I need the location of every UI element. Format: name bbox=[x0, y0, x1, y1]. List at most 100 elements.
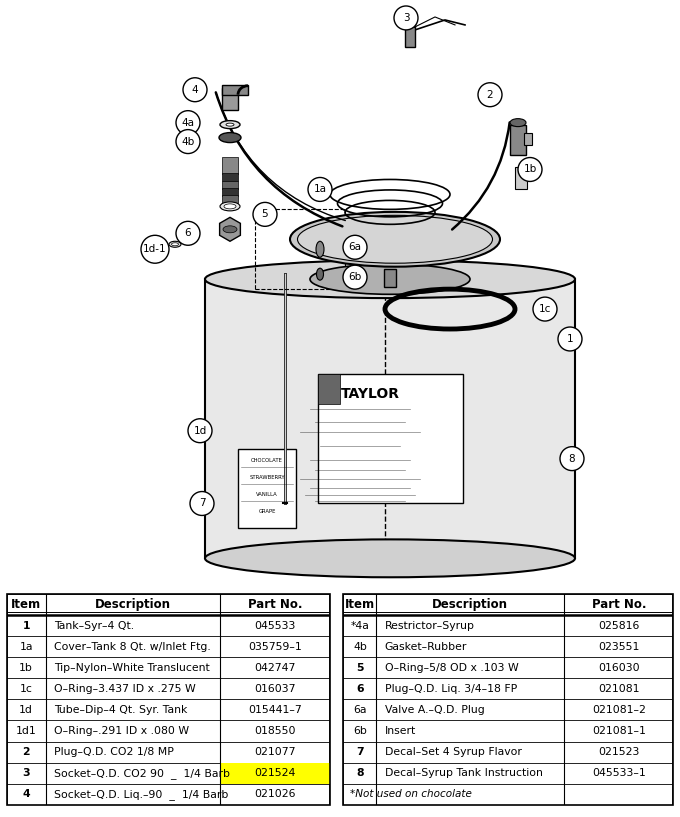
Bar bbox=[222, 173, 238, 181]
Text: Plug–Q.D. Liq. 3/4–18 FP: Plug–Q.D. Liq. 3/4–18 FP bbox=[385, 684, 517, 694]
Text: Insert: Insert bbox=[385, 726, 416, 736]
Text: 045533: 045533 bbox=[254, 621, 296, 631]
Text: Tube–Dip–4 Qt. Syr. Tank: Tube–Dip–4 Qt. Syr. Tank bbox=[54, 705, 187, 715]
Bar bbox=[405, 21, 415, 27]
Text: 016030: 016030 bbox=[598, 663, 640, 672]
Text: 1a: 1a bbox=[20, 641, 33, 652]
Text: STRAWBERRY: STRAWBERRY bbox=[249, 475, 285, 480]
Text: Item: Item bbox=[345, 598, 375, 611]
Text: 1b: 1b bbox=[524, 164, 537, 175]
Text: 8: 8 bbox=[356, 768, 364, 778]
Ellipse shape bbox=[171, 243, 178, 246]
Ellipse shape bbox=[325, 267, 455, 292]
Circle shape bbox=[188, 419, 212, 443]
Text: 035759–1: 035759–1 bbox=[248, 641, 302, 652]
Circle shape bbox=[183, 78, 207, 101]
Circle shape bbox=[560, 447, 584, 471]
Text: 1d-1: 1d-1 bbox=[143, 244, 167, 254]
Text: 7: 7 bbox=[199, 498, 205, 508]
Text: 4: 4 bbox=[22, 789, 30, 799]
Text: 021081: 021081 bbox=[598, 684, 639, 694]
Text: O–Ring–3.437 ID x .275 W: O–Ring–3.437 ID x .275 W bbox=[54, 684, 195, 694]
Text: VANILLA: VANILLA bbox=[256, 492, 278, 497]
Text: Part No.: Part No. bbox=[248, 598, 302, 611]
Text: 5: 5 bbox=[262, 209, 269, 219]
Bar bbox=[405, 23, 415, 47]
Text: 6a: 6a bbox=[348, 243, 362, 252]
Text: 015441–7: 015441–7 bbox=[248, 705, 302, 715]
Text: 6a: 6a bbox=[353, 705, 367, 715]
Ellipse shape bbox=[220, 202, 240, 211]
Circle shape bbox=[176, 221, 200, 245]
Ellipse shape bbox=[219, 132, 241, 143]
Circle shape bbox=[478, 83, 502, 107]
Text: Item: Item bbox=[11, 598, 41, 611]
Ellipse shape bbox=[169, 241, 181, 248]
Text: Part No.: Part No. bbox=[592, 598, 646, 611]
Circle shape bbox=[343, 235, 367, 259]
Text: Valve A.–Q.D. Plug: Valve A.–Q.D. Plug bbox=[385, 705, 484, 715]
Circle shape bbox=[253, 203, 277, 226]
Circle shape bbox=[558, 327, 582, 351]
Text: 4b: 4b bbox=[353, 641, 367, 652]
Bar bbox=[222, 157, 238, 175]
Text: 2: 2 bbox=[22, 747, 30, 757]
Bar bbox=[318, 374, 463, 503]
Text: Description: Description bbox=[95, 598, 171, 611]
Circle shape bbox=[518, 158, 542, 181]
Text: 021523: 021523 bbox=[598, 747, 639, 757]
Bar bbox=[524, 132, 532, 145]
Bar bbox=[222, 87, 238, 109]
Text: CHOCOLATE: CHOCOLATE bbox=[251, 458, 283, 463]
Text: Decal–Set 4 Syrup Flavor: Decal–Set 4 Syrup Flavor bbox=[385, 747, 522, 757]
Ellipse shape bbox=[220, 121, 240, 128]
Text: 045533–1: 045533–1 bbox=[592, 768, 645, 778]
Text: 7: 7 bbox=[356, 747, 364, 757]
Text: 025816: 025816 bbox=[598, 621, 639, 631]
Circle shape bbox=[394, 6, 418, 30]
Bar bbox=[510, 125, 526, 154]
Polygon shape bbox=[220, 217, 241, 241]
Bar bbox=[222, 189, 238, 196]
Text: 8: 8 bbox=[568, 453, 575, 463]
Text: 6b: 6b bbox=[353, 726, 367, 736]
Bar bbox=[238, 449, 296, 529]
Text: 4: 4 bbox=[192, 85, 199, 95]
Text: 4b: 4b bbox=[182, 136, 194, 146]
Text: 6: 6 bbox=[356, 684, 364, 694]
FancyBboxPatch shape bbox=[205, 279, 575, 558]
Text: 1d: 1d bbox=[193, 426, 207, 435]
Text: 3: 3 bbox=[22, 768, 30, 778]
Text: Socket–Q.D. CO2 90  _  1/4 Barb: Socket–Q.D. CO2 90 _ 1/4 Barb bbox=[54, 768, 230, 779]
Ellipse shape bbox=[205, 539, 575, 578]
Text: 1d: 1d bbox=[19, 705, 33, 715]
Text: 1c: 1c bbox=[20, 684, 33, 694]
Circle shape bbox=[533, 297, 557, 321]
Text: 016037: 016037 bbox=[254, 684, 296, 694]
Circle shape bbox=[308, 177, 332, 202]
Text: TAYLOR: TAYLOR bbox=[341, 386, 400, 401]
Text: Tip–Nylon–White Translucent: Tip–Nylon–White Translucent bbox=[54, 663, 209, 672]
Ellipse shape bbox=[290, 212, 500, 266]
Ellipse shape bbox=[310, 264, 470, 294]
Text: *Not used on chocolate: *Not used on chocolate bbox=[350, 789, 472, 799]
Ellipse shape bbox=[316, 241, 324, 257]
Bar bbox=[222, 195, 238, 203]
Text: 1: 1 bbox=[566, 334, 573, 344]
Text: 1a: 1a bbox=[313, 185, 326, 194]
Text: 5: 5 bbox=[356, 663, 364, 672]
Ellipse shape bbox=[510, 118, 526, 127]
Text: 042747: 042747 bbox=[254, 663, 296, 672]
Ellipse shape bbox=[298, 216, 492, 263]
Text: 018550: 018550 bbox=[254, 726, 296, 736]
Circle shape bbox=[343, 266, 367, 289]
Text: 1b: 1b bbox=[19, 663, 33, 672]
Ellipse shape bbox=[316, 268, 324, 280]
Bar bbox=[222, 85, 248, 95]
Text: 6b: 6b bbox=[348, 272, 362, 282]
Text: Socket–Q.D. Liq.–90  _  1/4 Barb: Socket–Q.D. Liq.–90 _ 1/4 Barb bbox=[54, 788, 228, 800]
Bar bbox=[222, 181, 238, 190]
Text: *4a: *4a bbox=[350, 621, 369, 631]
Text: Gasket–Rubber: Gasket–Rubber bbox=[385, 641, 467, 652]
Text: 1: 1 bbox=[22, 621, 30, 631]
